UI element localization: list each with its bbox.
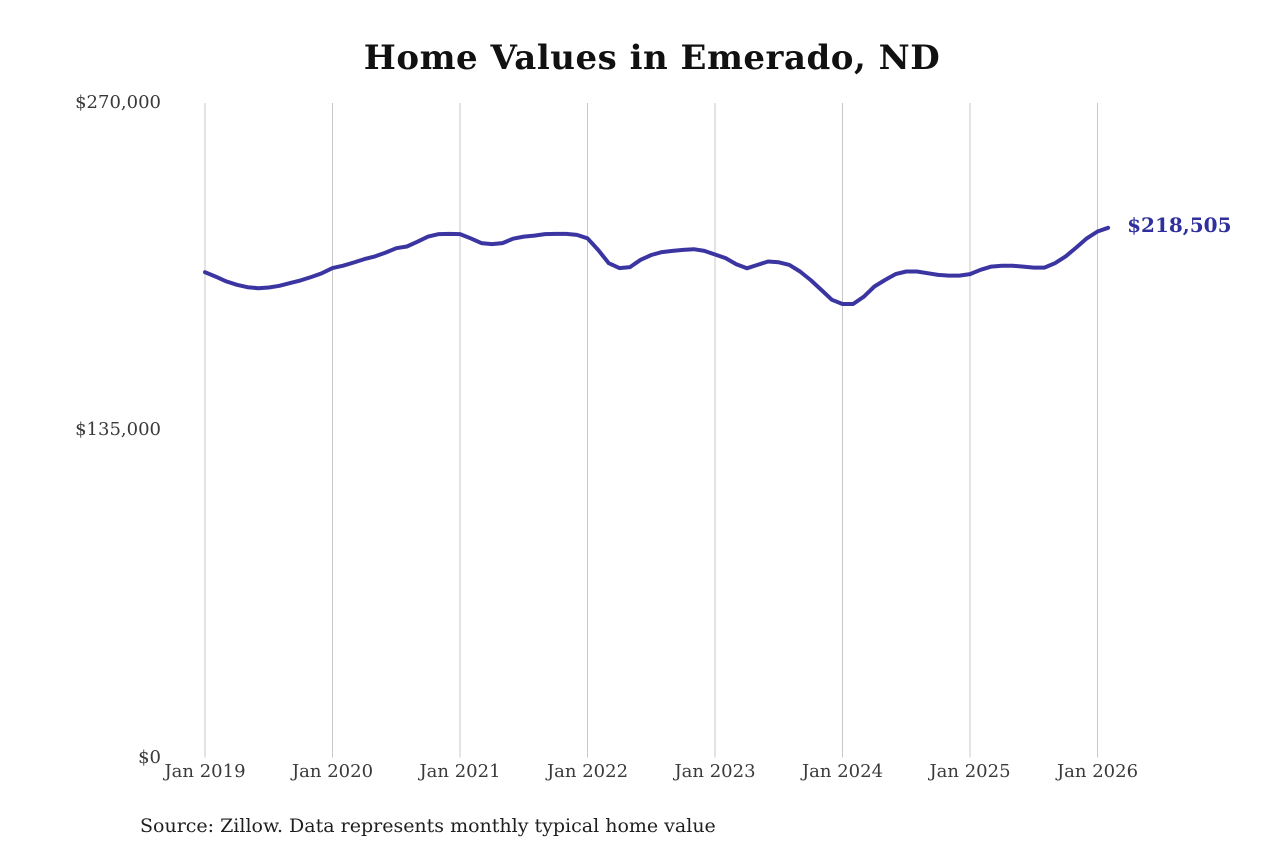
x-tick-label: Jan 2019 bbox=[164, 761, 246, 782]
y-tick-label: $0 bbox=[138, 746, 161, 768]
x-tick-label: Jan 2024 bbox=[801, 761, 884, 782]
y-tick-label: $270,000 bbox=[75, 92, 161, 113]
x-tick-label: Jan 2020 bbox=[291, 761, 374, 782]
chart-title: Home Values in Emerado, ND bbox=[363, 38, 941, 78]
x-tick-label: Jan 2025 bbox=[929, 761, 1011, 782]
source-note: Source: Zillow. Data represents monthly … bbox=[140, 815, 716, 837]
latest-value-label: $218,505 bbox=[1127, 212, 1232, 237]
y-tick-label: $135,000 bbox=[75, 419, 161, 441]
x-tick-label: Jan 2026 bbox=[1056, 761, 1139, 782]
x-tick-label: Jan 2023 bbox=[674, 761, 756, 782]
x-tick-label: Jan 2021 bbox=[419, 761, 501, 782]
x-tick-label: Jan 2022 bbox=[546, 761, 629, 782]
home-value-line bbox=[203, 225, 1111, 306]
